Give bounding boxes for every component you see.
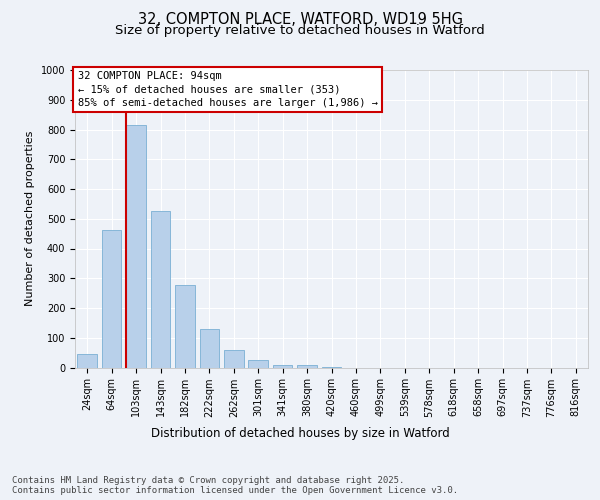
Bar (102, 230, 121, 368)
Text: 32, COMPTON PLACE, WATFORD, WD19 5HG: 32, COMPTON PLACE, WATFORD, WD19 5HG (137, 12, 463, 28)
Text: Contains HM Land Registry data © Crown copyright and database right 2025.
Contai: Contains HM Land Registry data © Crown c… (12, 476, 458, 495)
Bar (200, 330, 219, 368)
Y-axis label: Number of detached properties: Number of detached properties (25, 131, 35, 306)
Text: 32 COMPTON PLACE: 94sqm
← 15% of detached houses are smaller (353)
85% of semi-d: 32 COMPTON PLACE: 94sqm ← 15% of detache… (77, 72, 377, 108)
Bar (175, 285, 194, 368)
Bar (151, 212, 170, 368)
Bar (273, 364, 292, 368)
Bar (127, 125, 146, 368)
Bar (248, 360, 268, 368)
Bar (77, 354, 97, 368)
Text: Distribution of detached houses by size in Watford: Distribution of detached houses by size … (151, 428, 449, 440)
Bar (322, 366, 341, 368)
Text: Size of property relative to detached houses in Watford: Size of property relative to detached ho… (115, 24, 485, 37)
Bar (297, 364, 317, 368)
Bar (224, 350, 244, 368)
